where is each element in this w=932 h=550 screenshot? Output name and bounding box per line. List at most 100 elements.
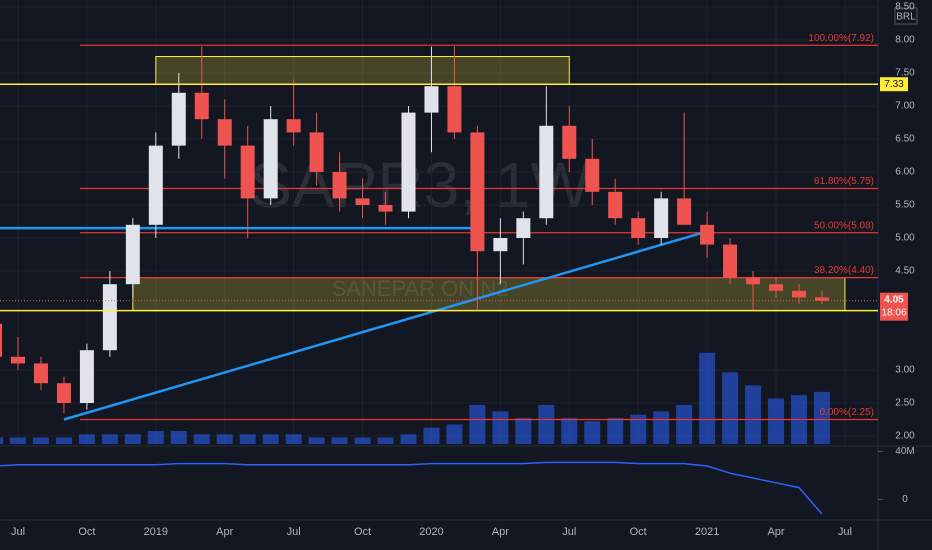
fib-label: 38.20%(4.40): [814, 265, 874, 276]
candle-body: [125, 224, 140, 285]
candle-body: [791, 290, 806, 298]
candle-body: [585, 158, 600, 192]
candle-body: [56, 383, 71, 403]
volume-bar: [745, 385, 762, 444]
countdown-label: 18:06: [881, 307, 906, 318]
volume-bar: [124, 434, 141, 444]
volume-bar: [699, 352, 716, 444]
indicator-tick-label: 0: [902, 494, 908, 505]
volume-bar: [101, 434, 118, 444]
candle-body: [539, 125, 554, 219]
volume-bar: [630, 414, 647, 444]
candle-body: [79, 350, 94, 403]
candle-body: [217, 119, 232, 146]
candle-body: [240, 145, 255, 199]
trendline: [63, 230, 708, 421]
volume-bar: [722, 372, 739, 444]
candle-body: [746, 277, 761, 285]
fib-label: 61.80%(5.75): [814, 176, 874, 187]
candle-body: [263, 119, 278, 199]
candle-body: [309, 132, 324, 172]
y-tick-label: 8.50: [895, 2, 915, 13]
candle-body: [470, 132, 485, 252]
volume-bar: [538, 404, 555, 444]
candle-body: [33, 363, 48, 384]
candle-body: [102, 284, 117, 351]
candle-body: [0, 323, 3, 357]
volume-bar: [607, 417, 624, 444]
watermark-title: SAPR3, 1W: [249, 149, 591, 221]
candle-body: [677, 198, 692, 225]
y-tick-label: 6.50: [895, 134, 915, 145]
candle-body: [447, 86, 462, 133]
level-tag: [880, 77, 908, 92]
volume-bar: [285, 434, 302, 444]
y-tick-label: 8.00: [895, 35, 915, 46]
volume-bar: [676, 404, 693, 444]
x-tick-label: Apr: [216, 526, 233, 538]
indicator-tick-label: 40M: [895, 446, 914, 457]
x-tick-label: 2020: [419, 526, 443, 538]
x-tick-label: 2019: [144, 526, 168, 538]
candle-body: [378, 205, 393, 212]
volume-bar: [10, 437, 26, 444]
candle-body: [516, 218, 531, 238]
y-tick-label: 4.50: [895, 266, 915, 277]
x-tick-label: Jul: [287, 526, 301, 538]
candle-body: [332, 172, 347, 199]
last-price-tag: [880, 292, 908, 321]
x-tick-label: Apr: [492, 526, 509, 538]
volume-bar: [193, 434, 210, 444]
volume-bar: [377, 437, 394, 444]
candle-body: [355, 198, 370, 205]
level-label: 7.33: [884, 79, 904, 90]
x-tick-label: Oct: [630, 526, 647, 538]
volume-bar: [354, 437, 371, 444]
volume-bar: [446, 424, 463, 444]
volume-bar: [239, 434, 256, 444]
candle-body: [631, 218, 646, 238]
candle-body: [493, 238, 508, 252]
candle-body: [171, 92, 186, 146]
indicator-line: [0, 461, 823, 515]
candle-body: [654, 198, 669, 238]
volume-bar: [0, 437, 4, 444]
candle-body: [723, 244, 738, 278]
volume-bar: [653, 411, 670, 444]
volume-bar: [32, 437, 49, 444]
volume-bar: [469, 404, 486, 444]
candle-body: [608, 191, 623, 219]
x-tick-label: Jul: [562, 526, 576, 538]
x-tick-label: Oct: [354, 526, 371, 538]
volume-bar: [768, 398, 785, 444]
candle-body: [814, 297, 829, 301]
x-tick-label: 2021: [695, 526, 719, 538]
candle-body: [11, 356, 25, 364]
volume-bar: [147, 430, 164, 444]
fib-label: 0.00%(2.25): [820, 407, 874, 418]
y-tick-label: 6.00: [895, 167, 915, 178]
zone: [155, 56, 570, 85]
x-tick-label: Apr: [767, 526, 784, 538]
volume-bar: [813, 391, 830, 444]
y-tick-label: 5.00: [895, 233, 915, 244]
candle-body: [194, 92, 209, 120]
volume-bar: [78, 434, 95, 444]
volume-bar: [55, 437, 72, 444]
x-tick-label: Jul: [11, 526, 25, 538]
candle-body: [424, 86, 439, 113]
candle-body: [769, 284, 784, 291]
y-tick-label: 5.50: [895, 200, 915, 211]
volume-bar: [400, 434, 417, 444]
x-tick-label: Jul: [838, 526, 852, 538]
x-tick-label: Oct: [78, 526, 95, 538]
currency: BRL: [896, 12, 916, 23]
volume-bar: [423, 427, 440, 444]
candle-body: [700, 224, 715, 245]
currency-box: [894, 7, 918, 25]
candle-body: [562, 125, 577, 159]
y-tick-label: 3.00: [895, 365, 915, 376]
volume-bar: [170, 430, 187, 444]
y-tick-label: 7.50: [895, 68, 915, 79]
volume-bar: [515, 417, 532, 444]
